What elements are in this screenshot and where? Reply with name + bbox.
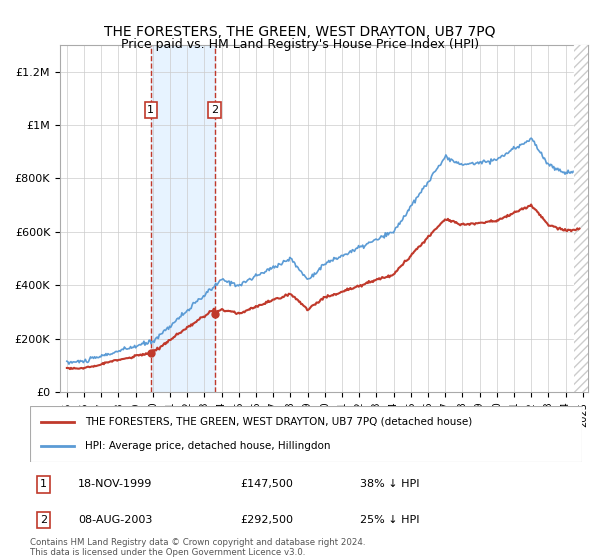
Text: 2: 2 [211, 105, 218, 115]
Text: 1: 1 [40, 479, 47, 489]
Bar [574, 45, 588, 392]
Text: 08-AUG-2003: 08-AUG-2003 [78, 515, 152, 525]
Text: THE FORESTERS, THE GREEN, WEST DRAYTON, UB7 7PQ (detached house): THE FORESTERS, THE GREEN, WEST DRAYTON, … [85, 417, 472, 427]
Text: 25% ↓ HPI: 25% ↓ HPI [360, 515, 419, 525]
Bar [151, 45, 215, 392]
Text: THE FORESTERS, THE GREEN, WEST DRAYTON, UB7 7PQ: THE FORESTERS, THE GREEN, WEST DRAYTON, … [104, 25, 496, 39]
FancyBboxPatch shape [30, 406, 582, 462]
Bar [574, 45, 588, 392]
Text: Contains HM Land Registry data © Crown copyright and database right 2024.
This d: Contains HM Land Registry data © Crown c… [30, 538, 365, 557]
Text: £292,500: £292,500 [240, 515, 293, 525]
Text: 1: 1 [148, 105, 154, 115]
Text: 38% ↓ HPI: 38% ↓ HPI [360, 479, 419, 489]
Text: 18-NOV-1999: 18-NOV-1999 [78, 479, 152, 489]
Text: £147,500: £147,500 [240, 479, 293, 489]
Text: 2: 2 [40, 515, 47, 525]
Text: Price paid vs. HM Land Registry's House Price Index (HPI): Price paid vs. HM Land Registry's House … [121, 38, 479, 51]
Text: HPI: Average price, detached house, Hillingdon: HPI: Average price, detached house, Hill… [85, 441, 331, 451]
